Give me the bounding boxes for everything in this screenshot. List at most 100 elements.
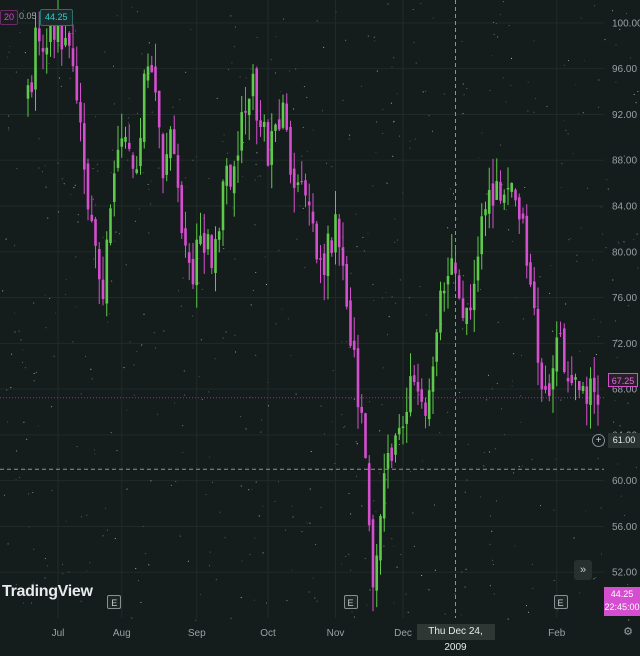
noise-dot [576,254,578,256]
noise-dot [275,323,277,325]
noise-dot [539,276,541,278]
plus-circle-icon[interactable]: + [592,434,605,447]
noise-dot [214,358,216,360]
noise-dot [553,509,555,511]
noise-dot [583,60,585,62]
noise-dot [615,25,616,27]
noise-dot [392,155,394,157]
noise-dot [62,573,64,575]
candle-body [472,283,476,311]
candle-body [146,66,150,81]
candle-body [68,32,71,46]
noise-dot [467,303,469,305]
noise-dot [414,138,416,140]
noise-dot [335,11,337,13]
noise-dot [387,3,389,5]
noise-dot [231,62,233,64]
noise-dot [626,13,628,14]
earnings-event-marker[interactable]: E [553,595,568,609]
candle-body [427,390,431,420]
candlestick-chart[interactable]: 52.0056.0060.0064.0068.0072.0076.0080.00… [0,0,640,640]
noise-dot [506,209,507,211]
candle-body [229,164,232,187]
price-tick-label: 80.00 [612,247,637,258]
candle-body [135,169,138,173]
noise-dot [24,52,26,54]
noise-dot [501,408,502,410]
candle-body [375,555,378,591]
noise-dot [323,46,325,48]
candle-body [255,68,258,121]
noise-dot [540,505,541,507]
time-axis[interactable]: Jul Aug Sep Oct Nov Dec Feb [52,628,566,639]
noise-dot [182,277,184,279]
noise-dot [290,355,292,357]
noise-dot [409,147,411,149]
noise-dot [6,56,8,58]
earnings-event-marker[interactable]: E [343,595,358,609]
noise-dot [179,99,181,101]
noise-dot [528,611,529,613]
noise-dot [412,9,414,10]
noise-dot [57,162,59,164]
noise-dot [16,450,18,452]
candle-body [71,48,75,67]
noise-dot [25,469,27,471]
candle-body [386,453,390,469]
noise-dot [44,558,46,559]
noise-dot [150,203,152,205]
noise-dot [73,187,75,189]
noise-dot [3,494,5,496]
noise-dot [205,494,207,495]
noise-dot [45,186,47,188]
noise-dot [567,133,569,135]
noise-dot [385,479,387,481]
noise-dot [357,443,358,445]
noise-dot [507,618,509,620]
noise-dot [391,66,393,68]
noise-dot [408,297,410,299]
candle-body [109,208,112,243]
noise-dot [364,558,366,559]
scroll-to-realtime-button[interactable]: » [574,560,592,580]
noise-dot [192,315,194,317]
noise-dot [502,1,504,3]
noise-dot [16,168,18,170]
noise-dot [619,23,621,25]
noise-dot [222,337,224,339]
time-tick-label: Feb [548,628,566,639]
noise-dot [114,240,116,242]
noise-dot [580,227,582,229]
noise-dot [612,279,614,281]
noise-dot [552,330,554,332]
time-tick-label: Aug [113,628,131,639]
noise-dot [598,106,600,108]
noise-dot [141,53,143,55]
candle-body [270,131,273,165]
noise-dot [623,241,625,243]
candle-body [139,137,142,167]
candle-body [367,463,371,526]
noise-dot [302,126,304,128]
price-tick-label: 88.00 [612,156,637,167]
candle-body [34,27,37,90]
noise-dot [627,402,629,404]
noise-dot [513,353,515,355]
gear-icon[interactable]: ⚙ [623,626,633,638]
noise-dot [483,465,485,467]
earnings-event-marker[interactable]: E [107,595,122,609]
noise-dot [341,341,343,343]
noise-dot [53,355,55,357]
noise-dot [96,163,98,165]
candle-body [412,375,416,382]
candle-body [536,308,540,363]
noise-dot [201,289,203,290]
noise-dot [22,602,24,604]
noise-dot [577,112,579,114]
noise-dot [582,112,584,114]
noise-dot [376,70,378,72]
noise-dot [532,587,534,589]
candle-body [83,123,86,170]
noise-dot [526,605,527,607]
